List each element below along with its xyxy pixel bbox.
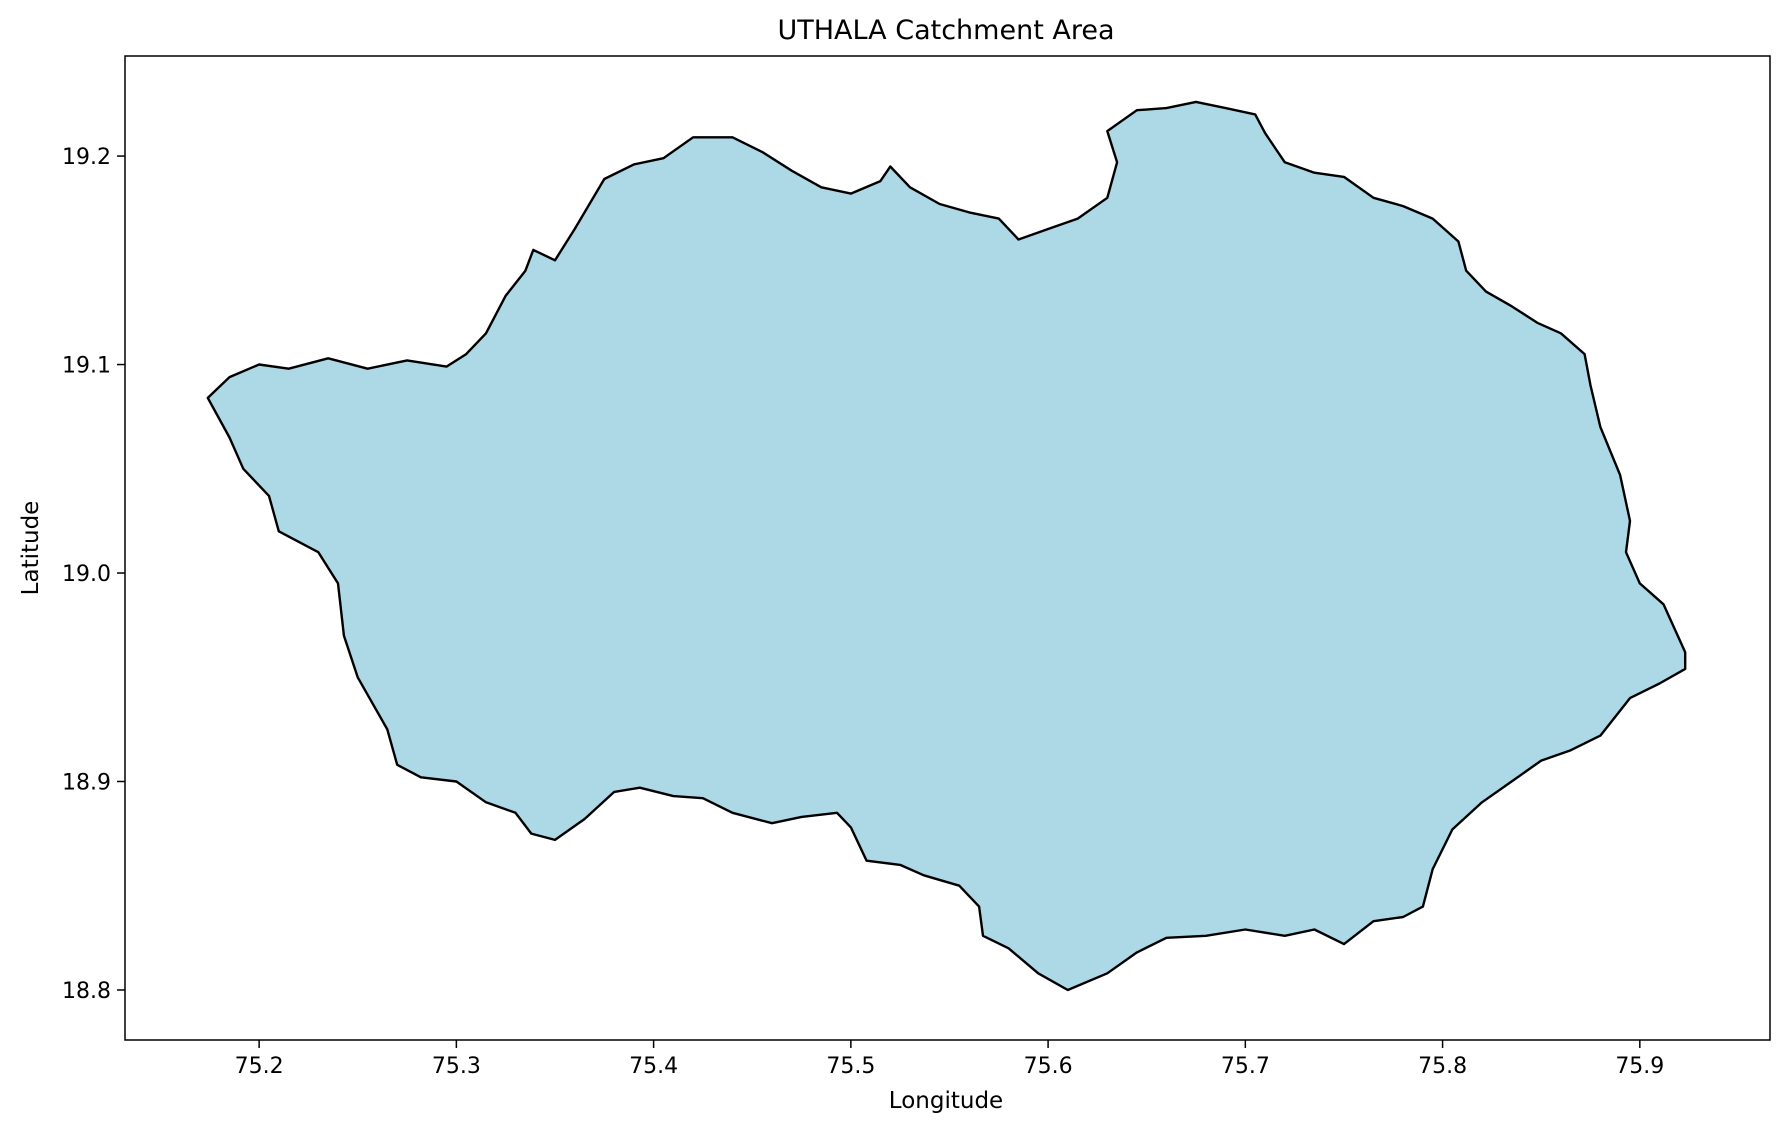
- map-title: UTHALA Catchment Area: [777, 15, 1114, 46]
- y-axis: 18.8 18.9 19.0 19.1 19.2: [62, 145, 125, 1004]
- y-tick-label: 18.8: [62, 979, 111, 1004]
- catchment-polygon: [206, 100, 1687, 992]
- x-tick-label: 75.8: [1418, 1054, 1467, 1079]
- plot-area: [124, 55, 1771, 1041]
- x-axis-label: Longitude: [889, 1088, 1003, 1114]
- x-tick-label: 75.2: [235, 1054, 284, 1079]
- y-axis-label: Latitude: [18, 501, 44, 596]
- x-tick-label: 75.5: [826, 1054, 875, 1079]
- x-tick-label: 75.7: [1221, 1054, 1270, 1079]
- y-tick-label: 18.9: [62, 770, 111, 795]
- y-tick-label: 19.2: [62, 145, 111, 170]
- x-axis: 75.2 75.3 75.4 75.5 75.6 75.7 75.8 75.9: [235, 1040, 1664, 1079]
- y-tick-label: 19.0: [62, 562, 111, 587]
- x-tick-label: 75.6: [1024, 1054, 1073, 1079]
- y-tick-label: 19.1: [62, 354, 111, 379]
- axes-frame: [124, 55, 1771, 1041]
- x-tick-label: 75.3: [432, 1054, 481, 1079]
- x-tick-label: 75.9: [1615, 1054, 1664, 1079]
- x-tick-label: 75.4: [629, 1054, 678, 1079]
